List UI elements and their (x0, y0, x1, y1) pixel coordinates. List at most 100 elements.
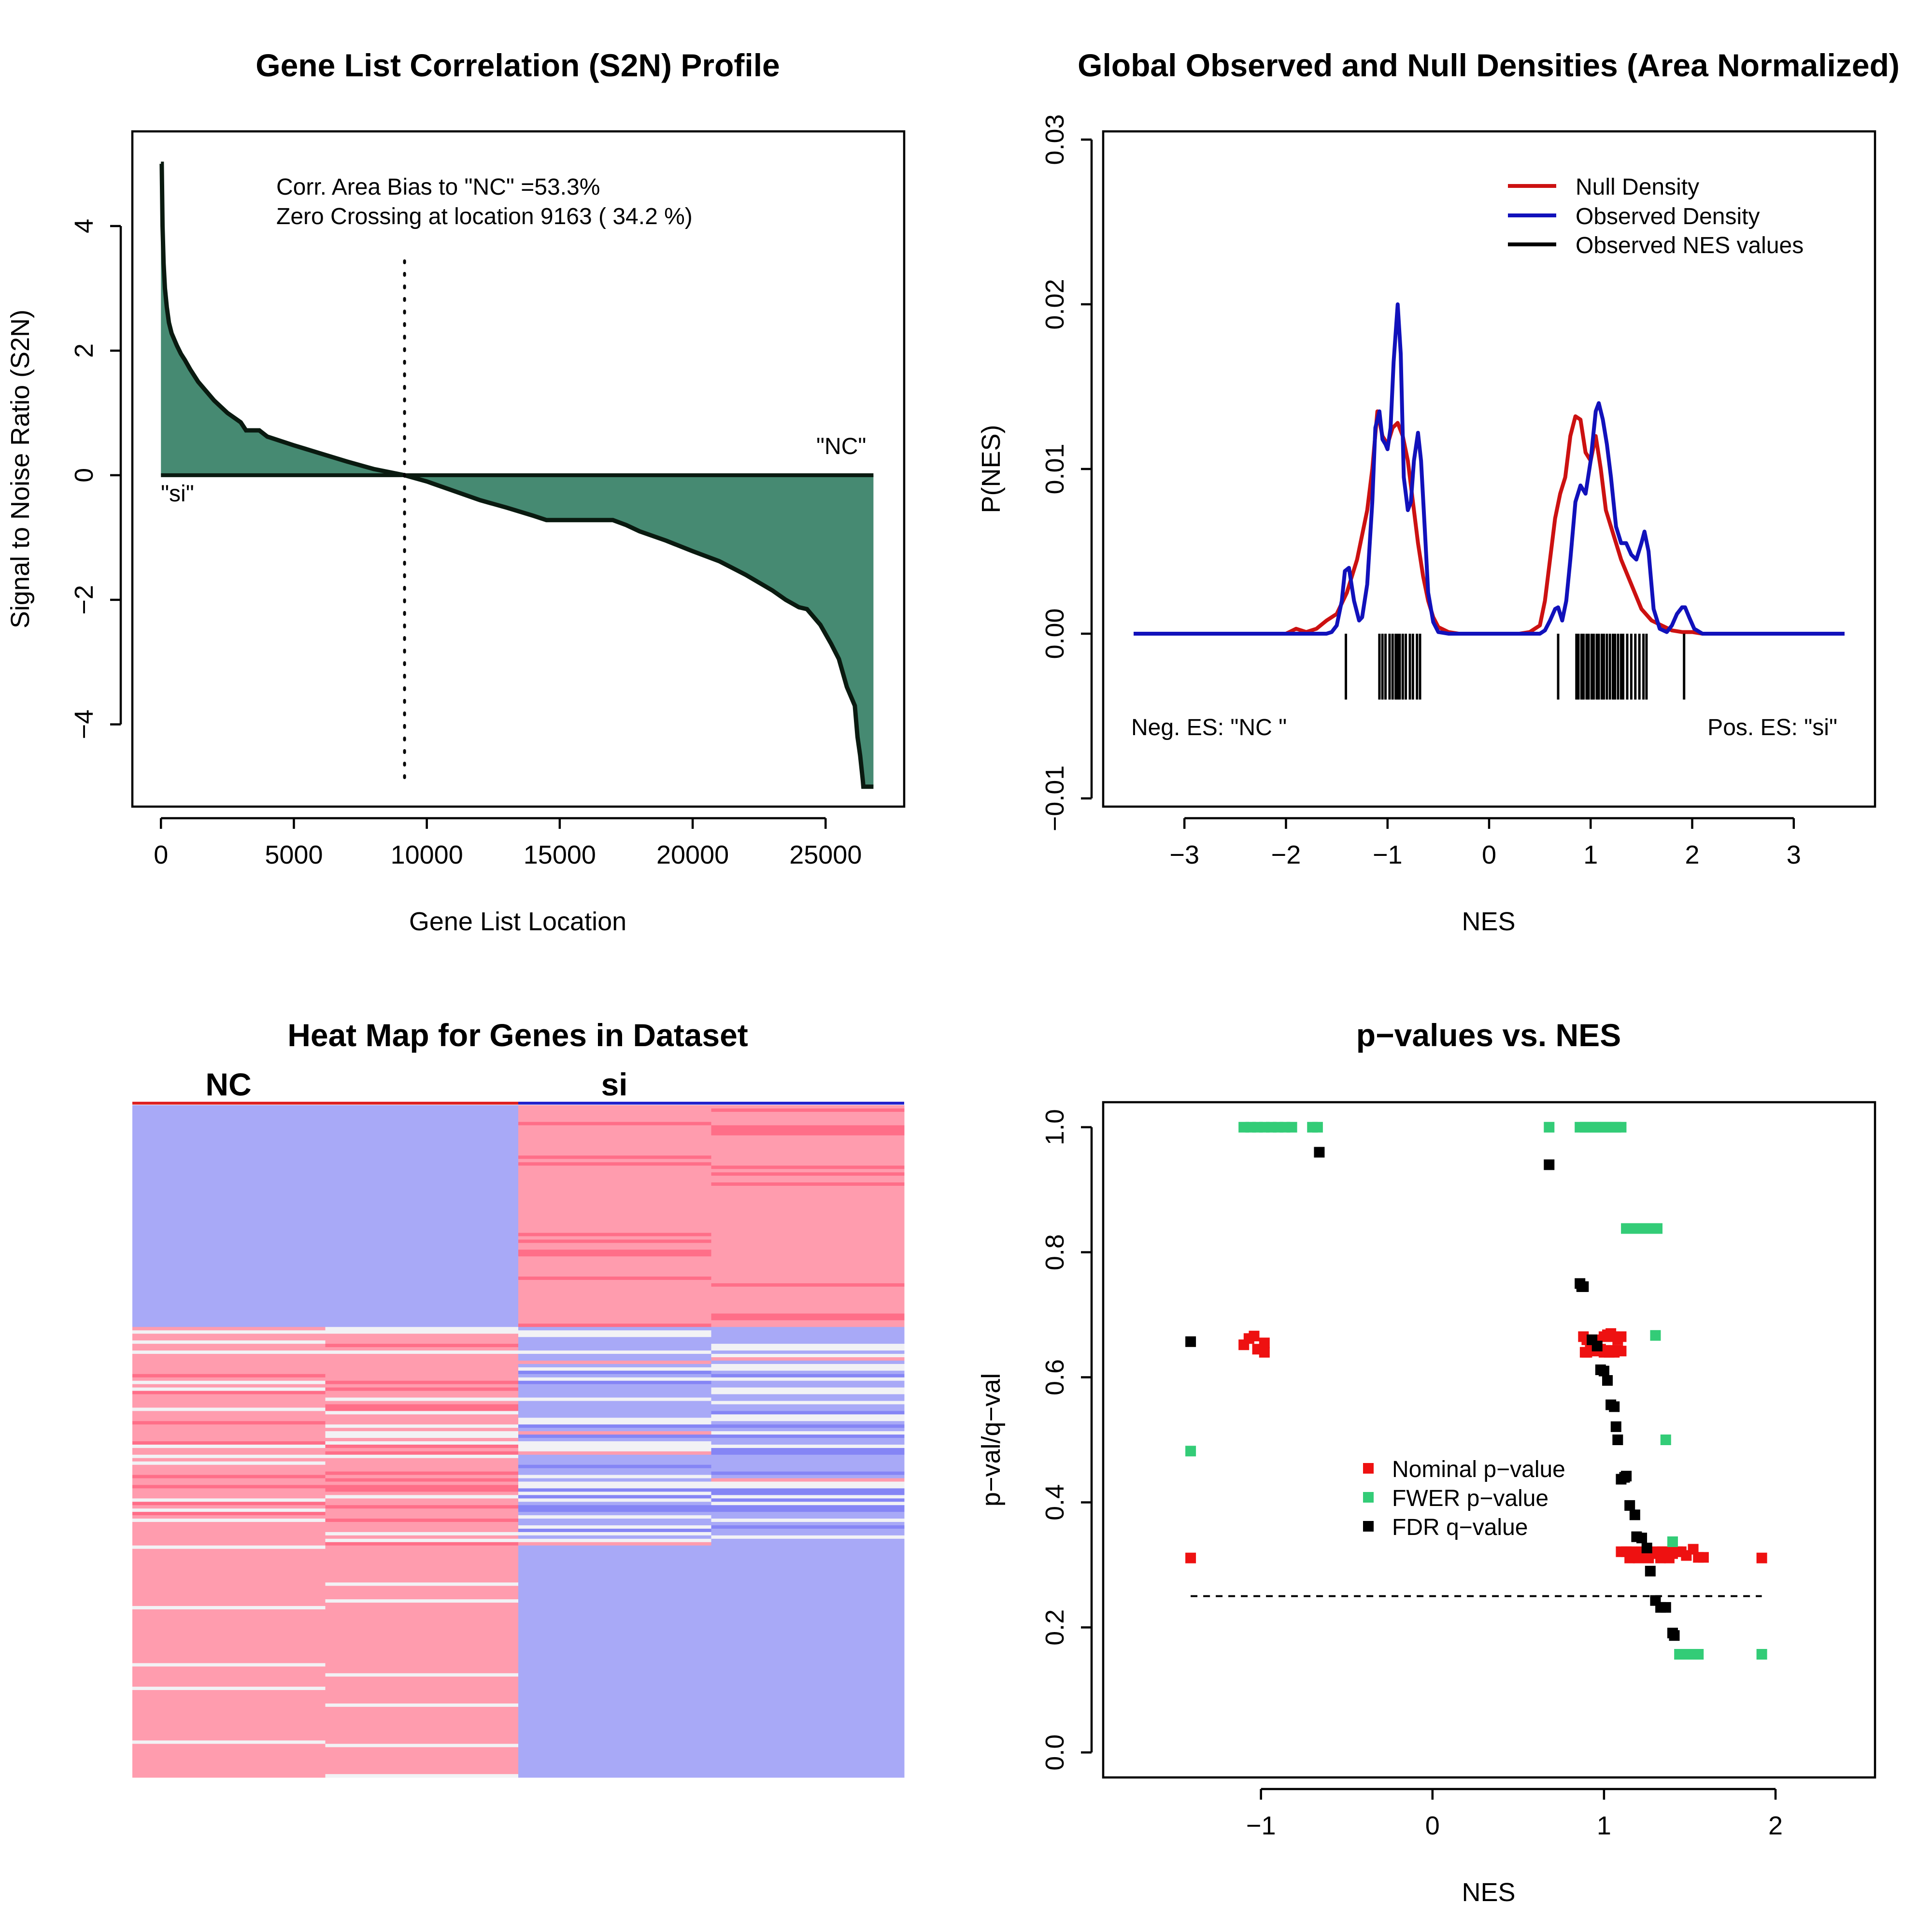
heatmap-cell (518, 1367, 711, 1371)
heatmap-cell (132, 1243, 326, 1247)
heatmap-cell (132, 1548, 326, 1553)
heatmap-cell (325, 1438, 519, 1442)
heatmap-cell (518, 1179, 711, 1183)
heatmap-cell (711, 1464, 905, 1469)
heatmap-cell (132, 1603, 326, 1606)
heatmap-cell (711, 1226, 905, 1230)
fdr-point (1610, 1421, 1621, 1432)
legend-label-fdr: FDR q−value (1392, 1515, 1528, 1540)
heatmap-cell (518, 1176, 711, 1179)
heatmap-cell (518, 1122, 711, 1126)
heatmap-cell (325, 1589, 519, 1593)
heatmap-cell (711, 1471, 905, 1476)
heatmap-cell (518, 1407, 711, 1411)
heatmap-cell (325, 1653, 519, 1657)
heatmap-cell (711, 1643, 905, 1647)
heatmap-cell (518, 1441, 711, 1445)
heatmap-cell (132, 1609, 326, 1613)
heatmap-cell (711, 1508, 905, 1512)
fdr-point (1636, 1533, 1648, 1544)
heatmap-cell (325, 1250, 519, 1253)
heatmap-cell (711, 1135, 905, 1139)
heatmap-cell (325, 1367, 519, 1371)
heatmap-cell (325, 1548, 519, 1553)
heatmap-cell (518, 1344, 711, 1348)
heatmap-cell (711, 1189, 905, 1193)
heatmap-cell (132, 1266, 326, 1270)
heatmap-cell (132, 1186, 326, 1190)
density-y-axis: −0.01 0.00 0.01 0.02 0.03 (1040, 114, 1093, 832)
heatmap-cell (711, 1673, 905, 1677)
heatmap-cell (711, 1377, 905, 1381)
heatmap-cell (518, 1162, 711, 1166)
heatmap-cell (325, 1706, 519, 1711)
heatmap-cell (132, 1519, 326, 1522)
fdr-point (1314, 1147, 1325, 1158)
heatmap-cell (132, 1323, 326, 1327)
heatmap-cell (518, 1202, 711, 1207)
heatmap-cell (325, 1747, 519, 1751)
heatmap-cell (132, 1586, 326, 1590)
heatmap-cell (711, 1532, 905, 1536)
heatmap-cell (711, 1660, 905, 1663)
heatmap-cell (518, 1535, 711, 1539)
heatmap-cell (518, 1576, 711, 1579)
heatmap-cell (132, 1135, 326, 1139)
heatmap-cell (325, 1649, 519, 1653)
s2n-label-neg: "si" (161, 481, 194, 507)
heatmap-cell (518, 1186, 711, 1190)
heatmap-cell (518, 1548, 711, 1553)
heatmap-cell (132, 1454, 326, 1459)
heatmap-cell (518, 1706, 711, 1711)
heatmap-cell (711, 1428, 905, 1432)
heatmap-cell (711, 1380, 905, 1385)
heatmap-cell (518, 1206, 711, 1210)
heatmap-cell (518, 1276, 711, 1280)
heatmap-cell (518, 1690, 711, 1694)
fdr-point (1609, 1401, 1620, 1412)
heatmap-cell (325, 1421, 519, 1425)
heatmap-cell (325, 1552, 519, 1556)
heatmap-cell (132, 1222, 326, 1227)
heatmap-cell (325, 1737, 519, 1741)
heatmap-cell (518, 1374, 711, 1378)
heatmap-cell (711, 1771, 905, 1775)
heatmap-cell (325, 1320, 519, 1324)
fwer-point (1660, 1435, 1671, 1445)
heatmap-cell (132, 1730, 326, 1734)
s2n-x-tick-label: 0 (154, 840, 168, 869)
heatmap-cell (325, 1639, 519, 1644)
heatmap-cell (711, 1603, 905, 1606)
heatmap-cell (518, 1730, 711, 1734)
heatmap-cell (518, 1118, 711, 1122)
heatmap-cell (325, 1118, 519, 1122)
fdr-point (1578, 1281, 1589, 1292)
heatmap-cell (132, 1639, 326, 1644)
legend-label-fwer: FWER p−value (1392, 1486, 1548, 1511)
pvalue-x-tick-label: −1 (1246, 1811, 1276, 1840)
heatmap-cell (325, 1656, 519, 1660)
heatmap-cell (518, 1165, 711, 1169)
density-x-tick-label: 0 (1482, 840, 1496, 869)
heatmap-cell (132, 1145, 326, 1149)
heatmap-cell (325, 1562, 519, 1566)
heatmap-cell (711, 1310, 905, 1314)
heatmap-cell (518, 1572, 711, 1576)
heatmap-cell (518, 1478, 711, 1482)
heatmap-cell (132, 1128, 326, 1133)
heatmap-cell (132, 1606, 326, 1610)
density-y-tick-label: −0.01 (1040, 766, 1069, 832)
heatmap-cell (325, 1337, 519, 1341)
heatmap-cell (711, 1350, 905, 1354)
heatmap-cell (325, 1279, 519, 1284)
heatmap-cell (325, 1283, 519, 1287)
heatmap-cell (518, 1555, 711, 1560)
heatmap-cell (518, 1320, 711, 1324)
density-frame (1102, 130, 1876, 808)
heatmap-cell (711, 1750, 905, 1754)
heatmap-cell (518, 1387, 711, 1392)
pvalue-y-tick-label: 0.6 (1040, 1359, 1069, 1395)
heatmap-cell (132, 1300, 326, 1304)
heatmap-cell (132, 1629, 326, 1634)
heatmap-cell (325, 1690, 519, 1694)
